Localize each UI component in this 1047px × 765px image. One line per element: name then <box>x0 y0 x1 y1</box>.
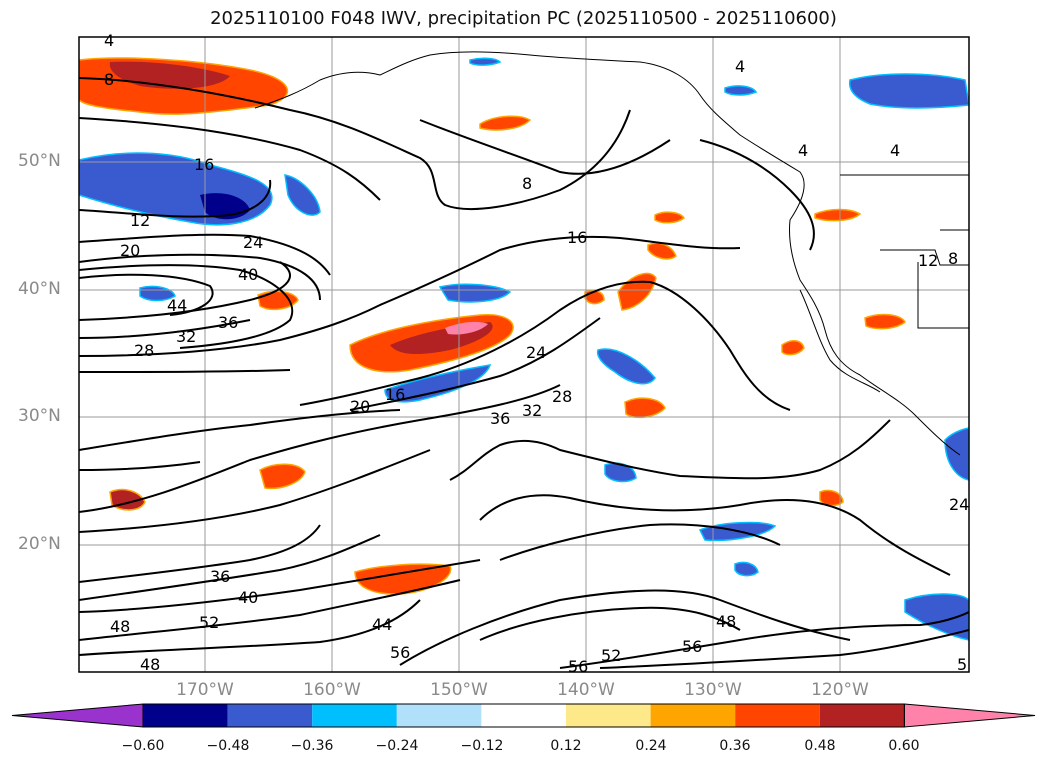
colorbar-segment <box>819 704 905 727</box>
precip-area <box>596 348 656 385</box>
lon-label: 140°W <box>557 680 615 700</box>
lat-label: 30°N <box>18 406 61 426</box>
lat-label: 50°N <box>18 151 61 171</box>
precip-area <box>848 73 969 109</box>
colorbar-segment <box>566 704 651 727</box>
contour-label: 4 <box>735 57 745 76</box>
precip-area <box>904 593 969 641</box>
colorbar-segment <box>396 704 482 727</box>
contour-label: 36 <box>490 409 510 428</box>
contour-label: 52 <box>199 613 219 632</box>
lat-label: 20°N <box>18 534 61 554</box>
contour-label: 24 <box>949 495 969 514</box>
colorbar-tick-label: 0.48 <box>804 738 836 754</box>
contour-label: 28 <box>134 341 154 360</box>
colorbar-frame <box>142 703 905 728</box>
precip-area <box>259 463 306 490</box>
contour-label: 8 <box>948 249 958 268</box>
precip-area <box>654 211 686 224</box>
colorbar-tick-label: 0.12 <box>550 738 582 754</box>
contour-label: 40 <box>238 265 258 284</box>
colorbar <box>11 703 1036 728</box>
contour-label: 20 <box>120 241 140 260</box>
contour-label: 24 <box>526 343 546 362</box>
contour-label: 24 <box>243 233 263 252</box>
colorbar-extend-max <box>903 703 1036 728</box>
lon-label: 130°W <box>684 680 742 700</box>
precip-area <box>284 174 321 216</box>
contour-label: 4 <box>798 141 808 160</box>
precip-area <box>724 85 758 96</box>
contour-label: 36 <box>210 567 230 586</box>
lon-label: 120°W <box>811 680 869 700</box>
map-panel: 4 8 16 12 20 24 40 44 36 32 28 8 16 24 2… <box>78 31 970 676</box>
contour-label: 56 <box>682 637 702 656</box>
precip-area <box>384 364 492 403</box>
lon-label: 160°W <box>303 680 361 700</box>
lon-label: 170°W <box>176 680 234 700</box>
precip-area <box>624 397 666 419</box>
contour-label: 44 <box>167 296 187 315</box>
contour-label: 48 <box>716 612 736 631</box>
precip-negative-shading <box>79 57 969 641</box>
precip-area <box>354 563 452 595</box>
colorbar-tick-label: 0.24 <box>635 738 667 754</box>
precip-area <box>814 208 862 222</box>
precip-area <box>479 115 532 131</box>
contour-label: 32 <box>176 327 196 346</box>
contour-label: 56 <box>390 643 410 662</box>
contour-label: 44 <box>372 615 392 634</box>
contour-label: 16 <box>194 155 214 174</box>
contour-label: 36 <box>218 313 238 332</box>
contour-label: 8 <box>104 70 114 89</box>
chart-title: 2025110100 F048 IWV, precipitation PC (2… <box>210 8 837 29</box>
contour-label: 52 <box>601 646 621 665</box>
contour-label: 12 <box>918 251 938 270</box>
contour-label: 8 <box>522 174 532 193</box>
contour-label: 48 <box>140 655 160 674</box>
contour-label: 32 <box>522 401 542 420</box>
contour-label: 28 <box>552 387 572 406</box>
contour-label: 16 <box>385 385 405 404</box>
contour-label: 20 <box>350 397 370 416</box>
colorbar-segment <box>481 704 566 727</box>
map-frame <box>78 36 970 673</box>
colorbar-segment <box>143 704 228 727</box>
colorbar-tick-label: 0.60 <box>888 738 920 754</box>
colorbar-tick-label: −0.36 <box>290 738 334 754</box>
contour-label: 16 <box>567 228 587 247</box>
colorbar-tick-label: 0.36 <box>719 738 751 754</box>
precip-area <box>864 313 906 330</box>
colorbar-segment <box>312 704 397 727</box>
colorbar-tick-label: −0.48 <box>206 738 250 754</box>
precip-area <box>944 427 969 481</box>
colorbar-segment <box>227 704 313 727</box>
colorbar-tick-label: −0.12 <box>460 738 504 754</box>
lat-label: 40°N <box>18 279 61 299</box>
precip-area <box>734 561 759 577</box>
colorbar-tick-label: −0.60 <box>121 738 165 754</box>
contour-label: 12 <box>130 211 150 230</box>
contour-label: 48 <box>110 617 130 636</box>
precip-area <box>819 489 844 507</box>
coastline <box>254 51 969 456</box>
precip-area <box>781 340 805 356</box>
iwv-contours <box>79 77 969 669</box>
colorbar-segment <box>735 704 820 727</box>
lon-label: 150°W <box>430 680 488 700</box>
colorbar-tick-label: −0.24 <box>375 738 419 754</box>
precip-area <box>445 321 488 335</box>
precip-area <box>469 57 502 66</box>
contour-label: 5 <box>957 655 967 674</box>
colorbar-extend-min <box>11 703 144 728</box>
contour-label: 4 <box>104 31 114 50</box>
precip-area <box>438 283 512 303</box>
colorbar-segment <box>650 704 736 727</box>
contour-label: 40 <box>238 588 258 607</box>
contour-label: 4 <box>890 141 900 160</box>
contour-label: 56 <box>568 657 588 676</box>
contour-label-group: 4 8 16 12 20 24 40 44 36 32 28 8 16 24 2… <box>104 31 969 676</box>
